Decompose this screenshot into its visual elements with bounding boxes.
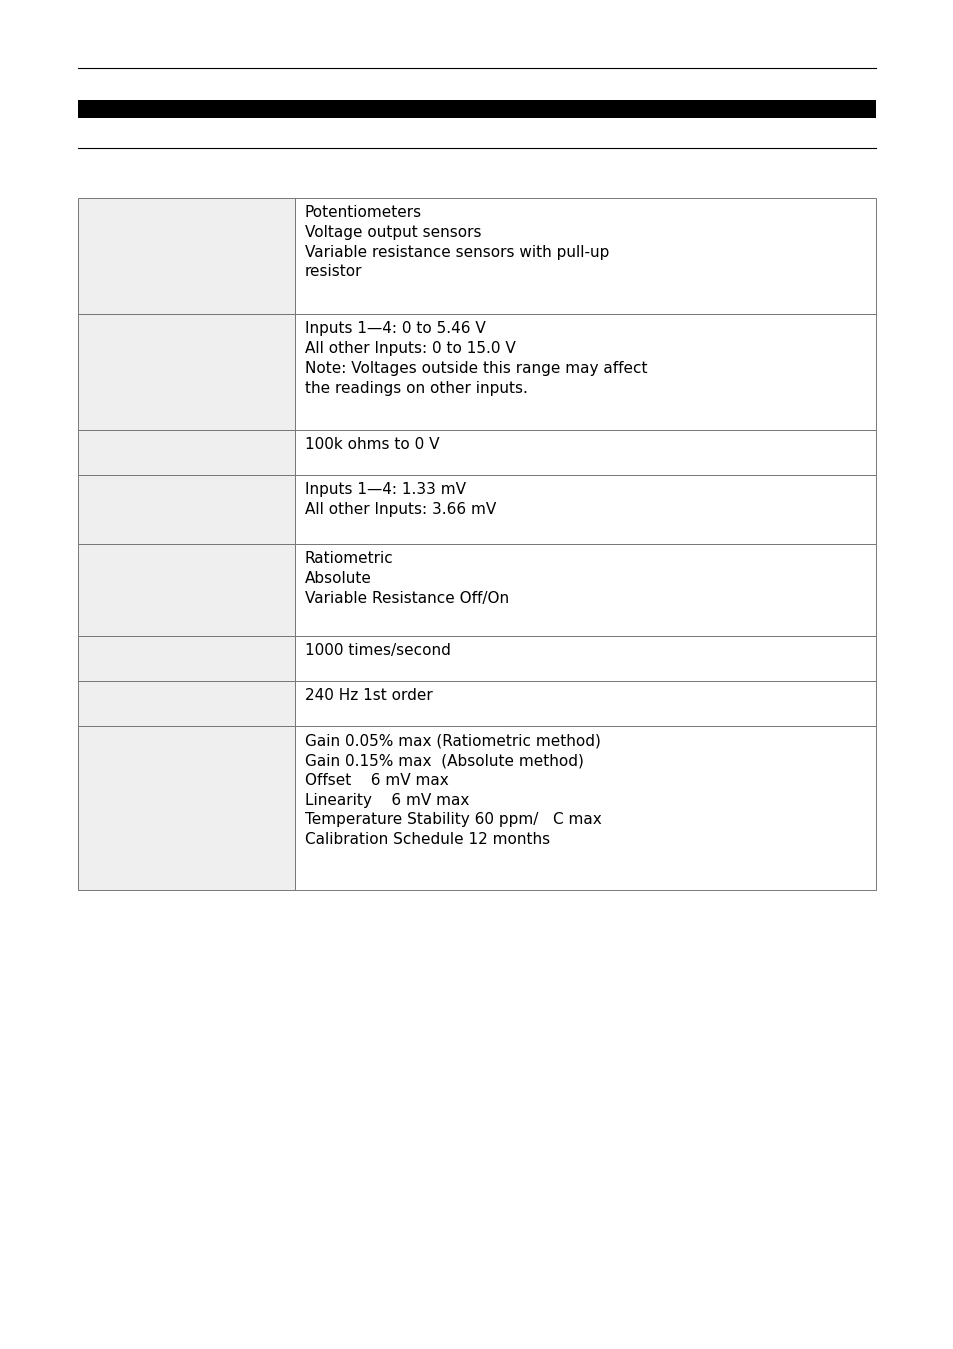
- Bar: [294, 475, 875, 544]
- Text: Inputs 1—4: 0 to 5.46 V
All other Inputs: 0 to 15.0 V
Note: Voltages outside thi: Inputs 1—4: 0 to 5.46 V All other Inputs…: [305, 321, 647, 395]
- Text: Gain 0.05% max (Ratiometric method)
Gain 0.15% max  (Absolute method)
Offset    : Gain 0.05% max (Ratiometric method) Gain…: [305, 734, 601, 847]
- Bar: [78, 475, 294, 544]
- Bar: [78, 198, 294, 314]
- Text: 240 Hz 1st order: 240 Hz 1st order: [305, 688, 433, 703]
- Bar: [294, 637, 875, 681]
- Text: Inputs 1—4: 1.33 mV
All other Inputs: 3.66 mV: Inputs 1—4: 1.33 mV All other Inputs: 3.…: [305, 483, 496, 517]
- Bar: [78, 314, 294, 430]
- Bar: [294, 314, 875, 430]
- Bar: [294, 681, 875, 726]
- Text: 100k ohms to 0 V: 100k ohms to 0 V: [305, 437, 439, 452]
- Bar: [78, 544, 294, 637]
- Bar: [294, 544, 875, 637]
- Bar: [294, 198, 875, 314]
- Bar: [78, 100, 875, 117]
- Bar: [78, 637, 294, 681]
- Text: Ratiometric
Absolute
Variable Resistance Off/On: Ratiometric Absolute Variable Resistance…: [305, 550, 509, 606]
- Text: Potentiometers
Voltage output sensors
Variable resistance sensors with pull-up
r: Potentiometers Voltage output sensors Va…: [305, 205, 609, 279]
- Bar: [78, 430, 294, 475]
- Text: 1000 times/second: 1000 times/second: [305, 643, 451, 658]
- Bar: [294, 430, 875, 475]
- Bar: [78, 726, 294, 890]
- Bar: [294, 726, 875, 890]
- Bar: [78, 681, 294, 726]
